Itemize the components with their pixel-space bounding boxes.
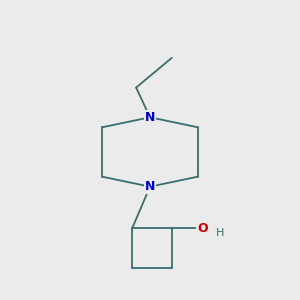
Text: N: N bbox=[145, 180, 155, 193]
Text: O: O bbox=[197, 222, 208, 235]
Text: H: H bbox=[216, 228, 224, 239]
Text: N: N bbox=[145, 111, 155, 124]
